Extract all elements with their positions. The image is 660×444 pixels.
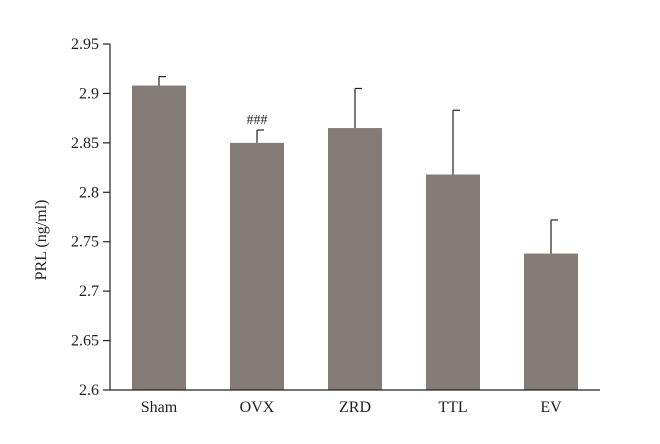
- significance-annotation: ###: [247, 113, 268, 128]
- x-tick-label: ZRD: [339, 399, 371, 416]
- bar-ev: [524, 253, 578, 390]
- bar-ttl: [426, 174, 480, 390]
- x-tick-label: OVX: [240, 399, 275, 416]
- annotations: ###: [247, 113, 268, 128]
- bar-ovx: [230, 142, 284, 390]
- y-tick-label: 2.6: [79, 382, 99, 399]
- x-tick-label: Sham: [141, 399, 178, 416]
- y-tick-label: 2.8: [79, 184, 99, 201]
- y-tick-label: 2.9: [79, 85, 99, 102]
- x-axis-labels: Sham OVX ZRD TTL EV: [141, 399, 562, 416]
- bar-sham: [132, 85, 186, 391]
- y-tick-label: 2.7: [79, 283, 99, 300]
- x-tick-label: TTL: [438, 399, 467, 416]
- bar-zrd: [328, 128, 382, 390]
- y-tick-label: 2.75: [71, 234, 99, 251]
- y-axis-title: PRL (ng/ml): [33, 200, 50, 281]
- x-tick-label: EV: [540, 399, 562, 416]
- y-axis-ticks: 2.6 2.65 2.7 2.75 2.8 2.85 2.9 2.95: [71, 36, 110, 399]
- y-tick-label: 2.95: [71, 36, 99, 53]
- y-tick-label: 2.65: [71, 333, 99, 350]
- y-tick-label: 2.85: [71, 135, 99, 152]
- error-bars: [158, 76, 558, 254]
- bars: [132, 85, 578, 391]
